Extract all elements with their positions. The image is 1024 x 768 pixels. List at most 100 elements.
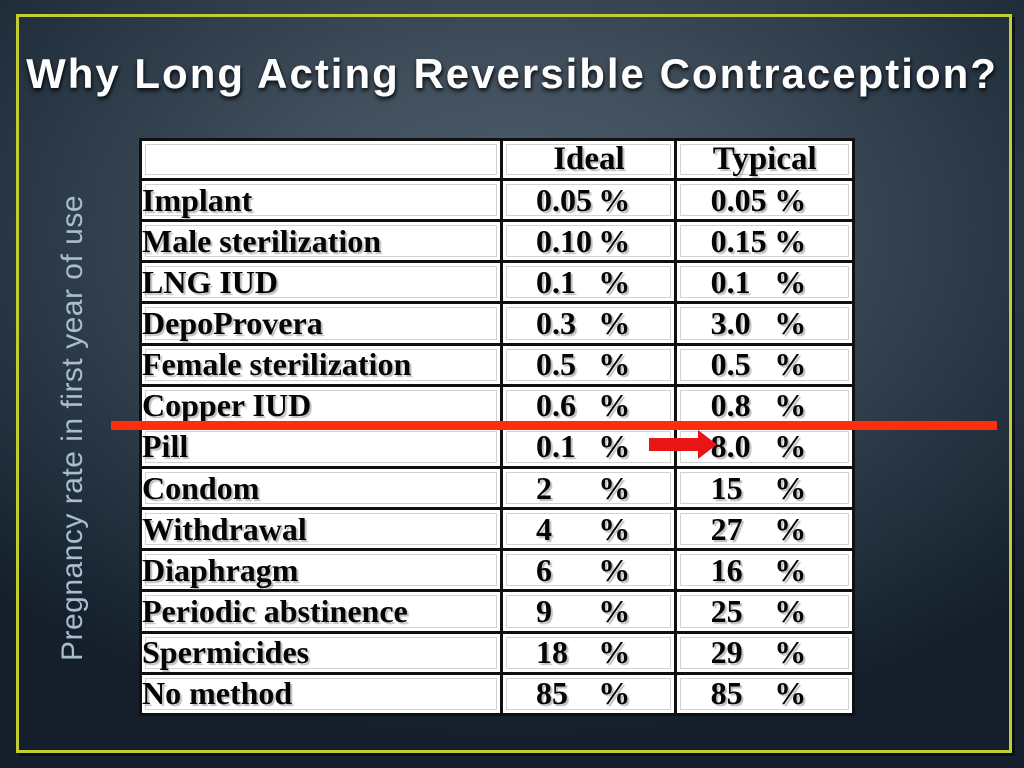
percent-sign: % — [598, 304, 631, 341]
contraception-rates-table: Ideal Typical Implant 0.05% 0.05% Male s… — [138, 138, 855, 717]
percent-sign: % — [598, 469, 631, 506]
ideal-value: 0.1 — [535, 263, 576, 300]
typical-value: 25 — [710, 592, 743, 629]
typical-cell: 0.8% — [674, 383, 855, 428]
percent-sign: % — [598, 387, 631, 424]
percent-sign: % — [598, 346, 631, 383]
ideal-value: 9 — [535, 592, 552, 629]
ideal-value: 0.05 — [535, 181, 592, 218]
table-row-depoprovera: DepoProvera 0.3% 3.0% — [138, 301, 855, 346]
ideal-cell: 2% — [500, 465, 678, 511]
table-row-diaphragm: Diaphragm 6% 16% — [138, 548, 855, 593]
ideal-cell: 0.6% — [500, 383, 678, 428]
percent-sign: % — [774, 592, 807, 629]
ideal-cell: 0.5% — [500, 342, 678, 387]
typical-value: 0.5 — [710, 346, 751, 383]
ideal-cell: 4% — [500, 507, 678, 552]
typical-value: 8.0 — [710, 428, 751, 465]
typical-value: 0.05 — [710, 181, 767, 218]
table-row-copper-iud: Copper IUD 0.6% 0.8% — [138, 383, 855, 428]
typical-cell: 25% — [674, 589, 855, 634]
typical-cell: 15% — [674, 465, 855, 511]
table-row-implant: Implant 0.05% 0.05% — [138, 177, 855, 223]
highlight-line — [111, 421, 997, 430]
table-row-pill: Pill 0.1% 8.0% — [138, 424, 855, 469]
percent-sign: % — [598, 181, 631, 218]
percent-sign: % — [774, 387, 807, 424]
typical-cell: 85% — [674, 671, 855, 717]
ideal-cell: 0.1% — [500, 260, 678, 305]
percent-sign: % — [598, 592, 631, 629]
ideal-cell: 0.3% — [500, 301, 678, 346]
ideal-value: 0.10 — [535, 222, 592, 259]
typical-value: 0.15 — [710, 222, 767, 259]
percent-sign: % — [774, 675, 807, 712]
method-cell: Female sterilization — [138, 342, 504, 387]
percent-sign: % — [774, 263, 807, 300]
table-header-ideal: Ideal — [500, 138, 678, 181]
percent-sign: % — [598, 222, 631, 259]
typical-cell: 0.5% — [674, 342, 855, 387]
red-arrow-icon — [649, 430, 717, 459]
method-cell: Male sterilization — [138, 219, 504, 264]
percent-sign: % — [774, 428, 807, 465]
method-cell: Spermicides — [138, 630, 504, 675]
percent-sign: % — [774, 510, 807, 547]
ideal-value: 18 — [535, 634, 568, 671]
method-cell: Diaphragm — [138, 548, 504, 593]
table-row-withdrawal: Withdrawal 4% 27% — [138, 507, 855, 552]
method-cell: DepoProvera — [138, 301, 504, 346]
percent-sign: % — [774, 551, 807, 588]
percent-sign: % — [598, 675, 631, 712]
typical-cell: 8.0% — [674, 424, 855, 469]
ideal-value: 0.5 — [535, 346, 576, 383]
method-cell: Pill — [138, 424, 504, 469]
typical-cell: 0.15% — [674, 219, 855, 264]
typical-value: 15 — [710, 469, 743, 506]
method-cell: Implant — [138, 177, 504, 223]
side-label-pregnancy-rate: Pregnancy rate in first year of use — [56, 194, 89, 662]
typical-value: 3.0 — [710, 304, 751, 341]
percent-sign: % — [598, 510, 631, 547]
ideal-value: 85 — [535, 675, 568, 712]
typical-value: 85 — [710, 675, 743, 712]
typical-value: 27 — [710, 510, 743, 547]
percent-sign: % — [774, 346, 807, 383]
method-cell: LNG IUD — [138, 260, 504, 305]
percent-sign: % — [774, 634, 807, 671]
ideal-value: 0.6 — [535, 387, 576, 424]
percent-sign: % — [598, 551, 631, 588]
percent-sign: % — [598, 263, 631, 300]
method-cell: Copper IUD — [138, 383, 504, 428]
table-row-condom: Condom 2% 15% — [138, 465, 855, 511]
ideal-value: 2 — [535, 469, 552, 506]
ideal-value: 4 — [535, 510, 552, 547]
percent-sign: % — [598, 634, 631, 671]
table-row-spermicides: Spermicides 18% 29% — [138, 630, 855, 675]
table-header-row: Ideal Typical — [138, 138, 855, 181]
typical-cell: 16% — [674, 548, 855, 593]
typical-value: 16 — [710, 551, 743, 588]
method-cell: No method — [138, 671, 504, 717]
table-header-typical: Typical — [674, 138, 855, 181]
slide-title: Why Long Acting Reversible Contraception… — [26, 50, 998, 97]
table-header-blank — [138, 138, 504, 181]
ideal-cell: 0.05% — [500, 177, 678, 223]
typical-value: 0.8 — [710, 387, 751, 424]
ideal-cell: 6% — [500, 548, 678, 593]
typical-cell: 27% — [674, 507, 855, 552]
table-row-female-sterilization: Female sterilization 0.5% 0.5% — [138, 342, 855, 387]
typical-value: 29 — [710, 634, 743, 671]
table-row-lng-iud: LNG IUD 0.1% 0.1% — [138, 260, 855, 305]
typical-value: 0.1 — [710, 263, 751, 300]
percent-sign: % — [774, 222, 807, 259]
table-row-no-method: No method 85% 85% — [138, 671, 855, 717]
ideal-value: 0.1 — [535, 428, 576, 465]
ideal-value: 6 — [535, 551, 552, 588]
method-cell: Condom — [138, 465, 504, 511]
percent-sign: % — [774, 469, 807, 506]
ideal-cell: 0.1% — [500, 424, 678, 469]
typical-cell: 3.0% — [674, 301, 855, 346]
ideal-value: 0.3 — [535, 304, 576, 341]
